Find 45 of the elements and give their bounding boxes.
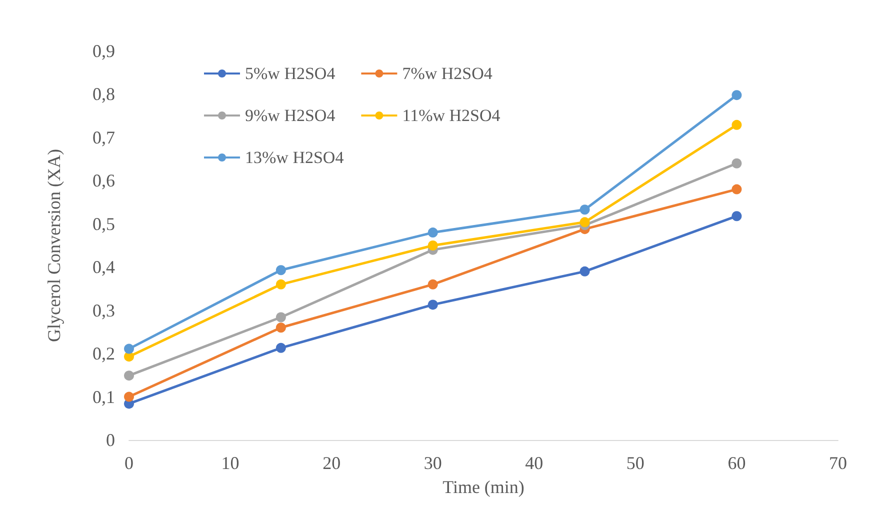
x-tick-label: 10 [221, 453, 240, 473]
point [276, 342, 286, 353]
legend-label: 5%w H2SO4 [245, 64, 336, 83]
point [276, 322, 286, 333]
point [732, 184, 742, 194]
point [580, 217, 590, 228]
y-tick-label: 0,8 [92, 84, 115, 104]
x-tick-label: 0 [124, 453, 134, 473]
legend-label: 7%w H2SO4 [402, 64, 493, 83]
point [276, 279, 286, 290]
point [732, 211, 742, 222]
y-axis-title: Glycerol Conversion (XA) [44, 149, 64, 342]
x-tick-label: 40 [525, 453, 544, 473]
point [732, 158, 742, 168]
x-tick-label: 20 [322, 453, 341, 473]
y-tick-label: 0,9 [92, 41, 115, 61]
point [428, 228, 438, 238]
x-tick-label: 70 [829, 453, 847, 473]
x-tick-label: 60 [728, 453, 746, 473]
point [428, 240, 438, 250]
y-tick-label: 0,7 [92, 127, 115, 148]
point [276, 312, 286, 322]
y-tick-label: 0,5 [92, 214, 115, 234]
point [428, 279, 438, 290]
point [732, 120, 742, 130]
point [732, 90, 742, 100]
legend-label: 9%w H2SO4 [245, 106, 336, 125]
point [428, 300, 438, 310]
y-tick-label: 0,2 [92, 344, 115, 364]
x-tick-label: 30 [424, 453, 442, 473]
y-tick-label: 0,4 [92, 257, 115, 278]
legend-label: 13%w H2SO4 [245, 148, 344, 167]
point [124, 392, 134, 402]
y-tick-label: 0 [106, 430, 115, 450]
y-tick-label: 0,3 [92, 300, 115, 320]
point [276, 265, 286, 276]
y-tick-label: 0,6 [92, 170, 115, 191]
point [124, 370, 134, 381]
x-tick-label: 50 [626, 453, 644, 473]
x-axis-title: Time (min) [442, 477, 524, 497]
y-tick-label: 0,1 [92, 386, 115, 407]
point [580, 204, 590, 215]
point [124, 344, 134, 354]
point [580, 266, 590, 276]
legend-label: 11%w H2SO4 [402, 106, 501, 125]
